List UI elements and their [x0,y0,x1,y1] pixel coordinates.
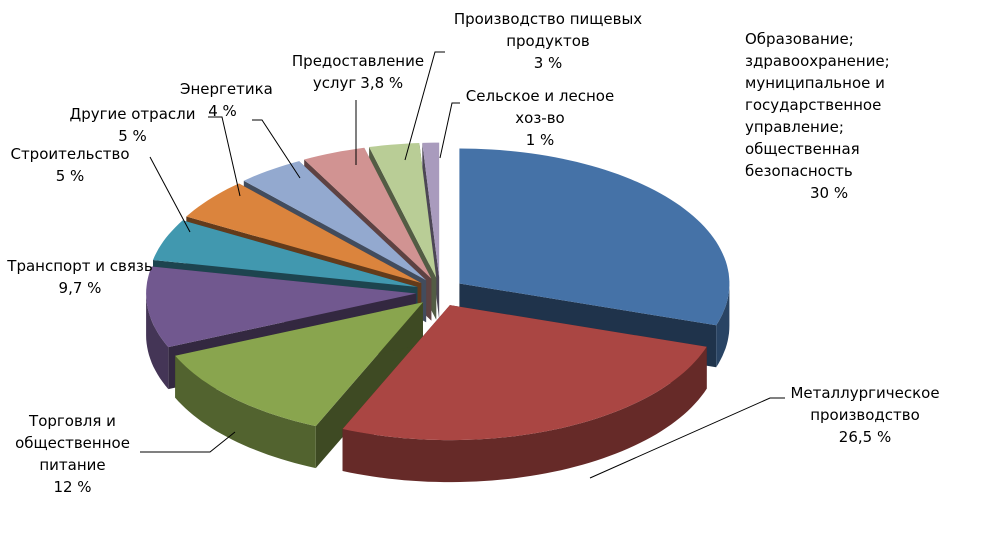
value-label: 1 % [525,131,555,149]
category-label: Строительство [10,145,130,163]
slice [175,302,423,469]
leader-line [589,397,785,479]
slice-wall [146,293,169,390]
slice-top [369,143,437,278]
slice-label: Строительство 5 % [0,143,140,187]
slice-label: Сельское и лесное хоз-во 1 % [455,85,625,151]
value-label: 5 % [118,127,147,145]
slice-label: Другие отрасли 5 % [60,103,205,147]
category-label: Металлургическое производство [790,384,940,424]
value-label: 4 % [208,102,237,120]
slice-top [146,266,417,348]
leader-line [140,431,236,453]
slice-wall [342,346,707,483]
slice-label: Энергетика 4 % [180,78,273,122]
slice-top [422,142,440,278]
slice-label: Транспорт и связь 9,7 % [0,255,160,299]
slice-label: Производство пищевых продуктов 3 % [448,8,648,74]
slice-top [243,161,427,281]
category-label: Торговля и общественное питание [15,412,130,474]
slice-top [459,148,730,326]
category-label: Транспорт и связь [7,257,153,275]
leader-line [404,51,445,161]
slice-label: Металлургическое производство 26,5 % [780,382,950,448]
category-label: Образование; здравоохранение; муниципаль… [745,30,890,180]
category-label: Сельское и лесное хоз-во [465,87,615,127]
value-label: 26,5 % [838,428,892,446]
value-label: 3,8 % [360,74,404,92]
slice-wall [175,355,316,469]
category-label: Другие отрасли [69,105,196,123]
slice-top [304,147,432,279]
value-label: 12 % [53,478,92,496]
slice-label: Предоставление услуг 3,8 % [268,50,448,94]
slice-top [175,302,423,427]
slice-wall [716,283,730,368]
leader-line [208,116,241,197]
value-label: 3 % [533,54,563,72]
leader-line [252,119,301,179]
value-label: 5 % [55,167,85,185]
leader-line [439,102,460,159]
slice-top [186,183,422,283]
slice-label: Образование; здравоохранение; муниципаль… [745,28,925,204]
leader-line [149,156,191,233]
value-label: 9,7 % [58,279,102,297]
value-label: 30 % [810,184,849,202]
slice-label: Торговля и общественное питание 12 % [0,410,145,498]
category-label: Энергетика [180,80,273,98]
slice-top [153,220,418,287]
slice-top [342,305,707,441]
slice [342,305,707,483]
category-label: Производство пищевых продуктов [453,10,643,50]
category-label: Предоставление услуг [291,52,425,92]
